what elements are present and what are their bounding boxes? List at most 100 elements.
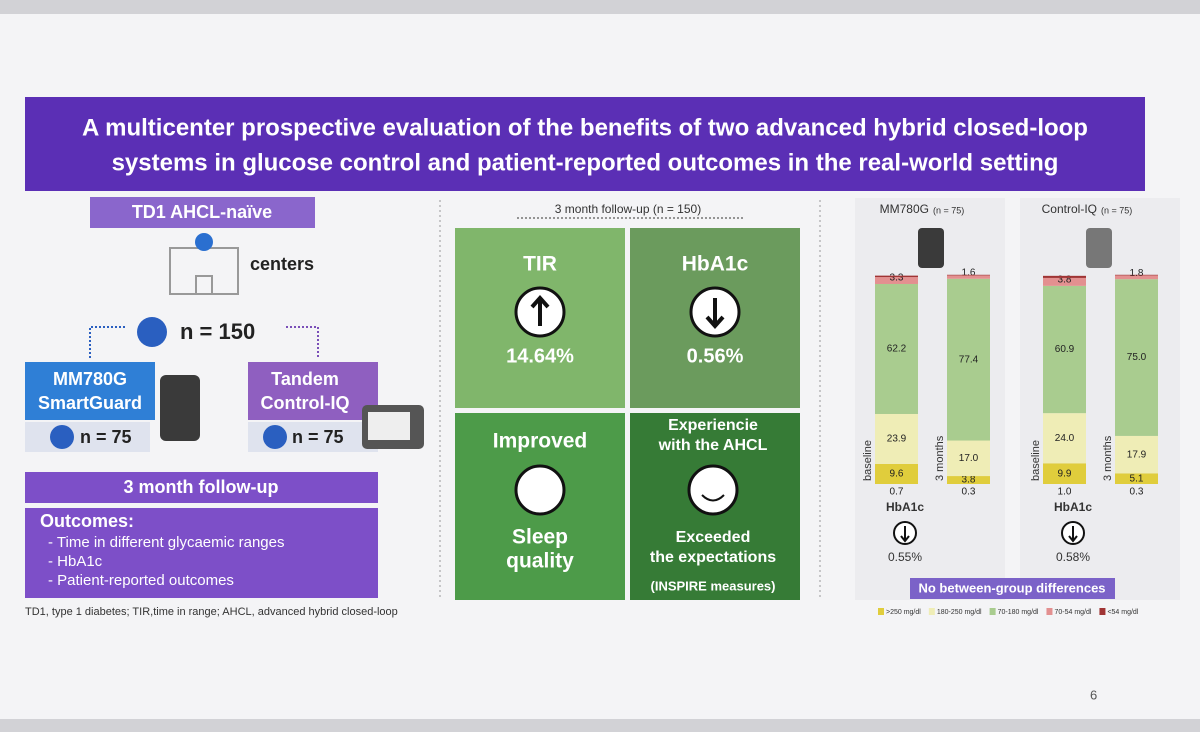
person-icon xyxy=(50,425,74,449)
arm-name: SmartGuard xyxy=(38,393,142,413)
tile-label: Experiencie xyxy=(668,417,758,434)
segment-label: 75.0 xyxy=(1127,352,1147,363)
bar-segment xyxy=(947,440,990,477)
segment-label: 62.2 xyxy=(887,344,907,355)
bar-segment xyxy=(947,274,990,276)
hba1c-label: HbA1c xyxy=(1054,500,1092,514)
legend-label: 70-180 mg/dl xyxy=(998,609,1039,616)
population-box xyxy=(90,197,315,228)
arm-name: Control-IQ xyxy=(261,393,350,413)
bar-segment xyxy=(1115,275,1158,280)
title-line: A multicenter prospective evaluation of … xyxy=(82,114,1088,141)
segment-label: 0.7 xyxy=(890,487,904,498)
bar-segment xyxy=(1115,473,1158,484)
hospital-cross xyxy=(195,233,213,251)
legend-swatch xyxy=(1046,608,1053,615)
smile xyxy=(701,494,725,502)
arm-box xyxy=(25,362,155,420)
followup: 3 month follow-up xyxy=(124,477,279,497)
segment-label: 3.8 xyxy=(1058,275,1072,286)
device-icon xyxy=(1086,228,1112,268)
segment-label: 17.9 xyxy=(1127,449,1147,460)
tile-sub: the expectations xyxy=(650,549,776,566)
bar-segment xyxy=(1043,463,1086,484)
arm-name: MM780G xyxy=(53,369,127,389)
person-icon xyxy=(263,425,287,449)
tile-value: 14.64% xyxy=(506,345,574,367)
segment-label: 1.0 xyxy=(1058,487,1072,498)
legend-swatch xyxy=(989,608,996,615)
bar-segment xyxy=(947,476,990,484)
tile-label: Improved xyxy=(493,430,588,453)
group-name: MM780G xyxy=(880,202,929,216)
population: TD1 AHCL-naïve xyxy=(132,202,272,222)
tile-sub: quality xyxy=(506,550,574,573)
arm-box xyxy=(248,362,378,420)
bar-segment xyxy=(947,275,990,279)
bar-segment xyxy=(875,463,918,484)
down-arrow xyxy=(900,526,910,543)
bar-segment xyxy=(1043,275,1086,278)
bar-segment xyxy=(1115,435,1158,474)
tile-note: (INSPIRE measures) xyxy=(651,578,776,593)
outcome-item: - HbA1c xyxy=(48,553,103,570)
bar-segment xyxy=(947,278,990,441)
segment-label: 60.9 xyxy=(1055,344,1075,355)
legend-swatch xyxy=(928,608,935,615)
hospital-icon xyxy=(169,233,239,295)
segment-label: 23.9 xyxy=(887,434,907,445)
hba1c-value: 0.58% xyxy=(1056,550,1090,564)
bar-segment xyxy=(1115,279,1158,436)
title-banner xyxy=(25,97,1145,191)
segment-label: 9.6 xyxy=(890,469,904,480)
connector xyxy=(286,326,319,358)
segment-label: 24.0 xyxy=(1055,433,1075,444)
bar-segment xyxy=(875,283,918,414)
tile-label: HbA1c xyxy=(682,253,749,276)
arm-n: n = 75 xyxy=(80,427,132,447)
tile-label: with the AHCL xyxy=(658,437,768,454)
bar-segment xyxy=(875,275,918,278)
segment-label: 0.3 xyxy=(1130,487,1144,498)
bar-segment xyxy=(1115,274,1158,276)
legend-label: 70-54 mg/dl xyxy=(1054,609,1091,616)
arm-name: Tandem xyxy=(271,369,339,389)
segment-label: 3.8 xyxy=(962,475,976,486)
centers-label: centers xyxy=(250,254,314,274)
up-arrow xyxy=(530,294,550,326)
group-n: (n = 75) xyxy=(1101,205,1132,215)
device-screen xyxy=(368,412,410,440)
title-line: systems in glucose control and patient-r… xyxy=(112,149,1059,176)
segment-label: 9.9 xyxy=(1058,468,1072,479)
legend-label: <54 mg/dl xyxy=(1107,609,1138,616)
bar-segment xyxy=(1043,413,1086,464)
segment-label: 77.4 xyxy=(959,354,979,365)
device-icon xyxy=(160,375,200,441)
followup-bar xyxy=(25,472,378,503)
tile-label: TIR xyxy=(523,253,557,276)
tile-value: 0.56% xyxy=(687,345,744,367)
group-n: (n = 75) xyxy=(933,205,964,215)
footnote: TD1, type 1 diabetes; TIR,time in range;… xyxy=(25,606,398,618)
legend-label: 180-250 mg/dl xyxy=(937,609,982,616)
legend-swatch xyxy=(1099,608,1106,615)
note-box xyxy=(910,578,1115,599)
segment-label: 3.3 xyxy=(890,273,904,284)
hba1c-label: HbA1c xyxy=(886,500,924,514)
stack-label: baseline xyxy=(1030,440,1042,481)
bar-segment xyxy=(875,413,918,464)
device-icon xyxy=(918,228,944,268)
hospital-door xyxy=(195,275,213,295)
arm-n-box xyxy=(25,422,150,452)
segment-label: 5.1 xyxy=(1130,473,1144,484)
arm-n: n = 75 xyxy=(292,427,344,447)
legend-swatch xyxy=(878,608,884,615)
outcomes-box xyxy=(25,508,378,598)
hba1c-value: 0.55% xyxy=(888,550,922,564)
bar-segment xyxy=(1043,277,1086,286)
stack-label: 3 months xyxy=(934,435,946,481)
note: No between-group differences xyxy=(918,580,1105,595)
